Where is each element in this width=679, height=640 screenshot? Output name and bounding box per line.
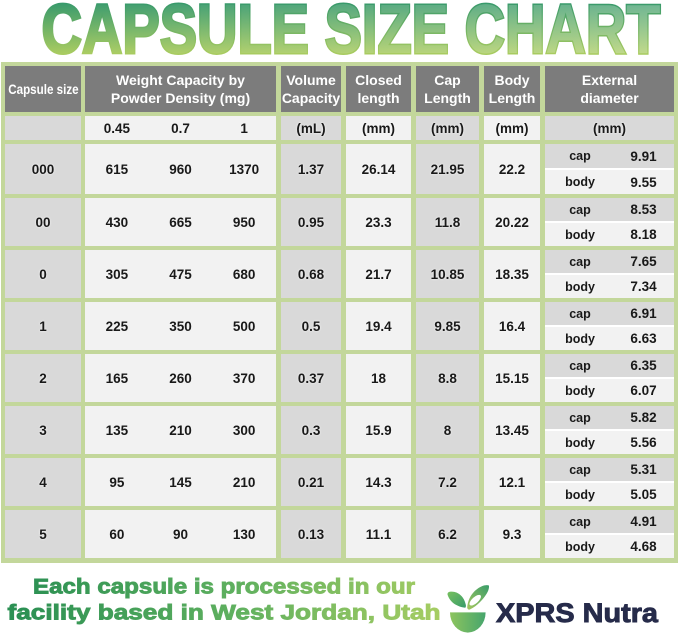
svg-text:XPRS Nutra: XPRS Nutra xyxy=(496,598,659,628)
svg-text:CAPSULE SIZE CHART: CAPSULE SIZE CHART xyxy=(42,0,661,68)
svg-text:CAPSULE SIZE CHART: CAPSULE SIZE CHART xyxy=(42,0,661,68)
svg-text:Each capsule is processed in o: Each capsule is processed in our xyxy=(33,575,416,599)
svg-text:facility based in West Jordan,: facility based in West Jordan, Utah xyxy=(8,601,441,625)
